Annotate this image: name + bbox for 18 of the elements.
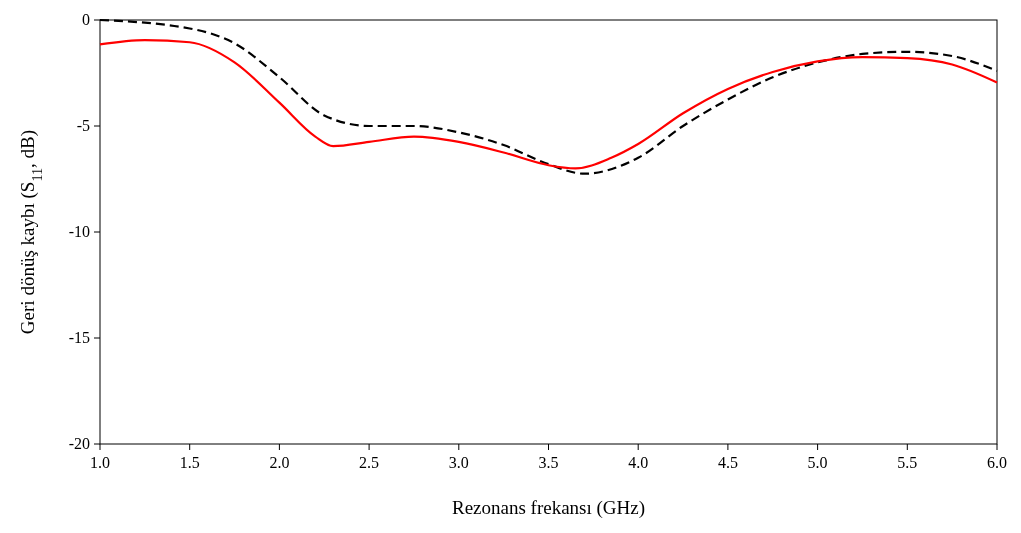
x-tick-label: 5.5: [897, 454, 918, 471]
x-tick-label: 1.5: [179, 454, 200, 471]
x-tick-label: 4.5: [717, 454, 738, 471]
y-tick-label: -20: [68, 435, 90, 452]
x-tick-label: 1.0: [90, 454, 110, 471]
y-tick-label: -10: [68, 223, 90, 240]
x-tick-label: 3.5: [538, 454, 559, 471]
x-tick-label: 2.0: [269, 454, 290, 471]
x-tick-label: 5.0: [807, 454, 828, 471]
x-tick-label: 4.0: [628, 454, 649, 471]
x-tick-label: 3.0: [448, 454, 469, 471]
x-tick-label: 6.0: [987, 454, 1007, 471]
line-series: [98, 39, 999, 170]
x-axis-title: Rezonans frekansı (GHz): [451, 497, 646, 519]
y-tick-label: 0: [82, 11, 90, 28]
y-tick-label: -15: [68, 329, 90, 346]
y-tick-label: -5: [76, 117, 90, 134]
x-tick-label: 2.5: [359, 454, 380, 471]
